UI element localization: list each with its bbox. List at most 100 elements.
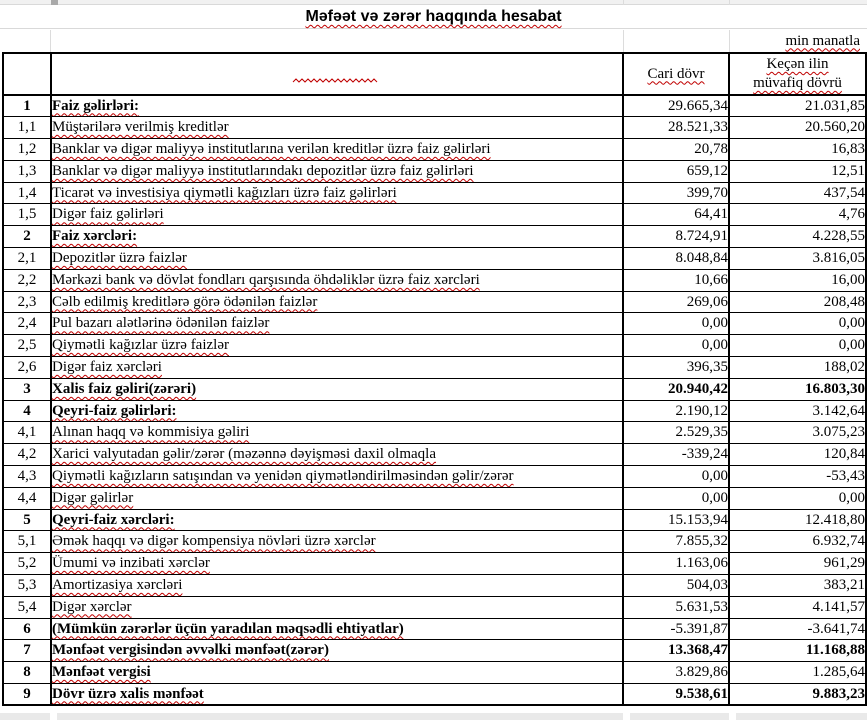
row-number-cell[interactable]: 9 [2, 683, 52, 706]
previous-value-cell[interactable]: -3.641,74 [728, 617, 867, 641]
previous-value-cell[interactable]: 437,54 [728, 181, 867, 205]
previous-value-cell[interactable]: 16.803,30 [728, 377, 867, 401]
previous-value-cell[interactable]: 21.031,85 [728, 94, 867, 118]
current-value-cell[interactable]: 0,00 [622, 334, 730, 358]
previous-value-cell[interactable]: 208,48 [728, 290, 867, 314]
indicator-cell[interactable]: Qeyri-faiz gəlirləri: [50, 399, 624, 423]
current-value-cell[interactable]: 10,66 [622, 268, 730, 292]
indicator-cell[interactable]: Qiymətli kağızların satışından və yenidə… [50, 465, 624, 488]
current-value-cell[interactable]: 269,06 [622, 290, 730, 314]
row-number-cell[interactable]: 5,4 [2, 595, 52, 619]
current-value-cell[interactable]: 2.529,35 [622, 421, 730, 445]
indicator-cell[interactable]: Əmək haqqı və digər kompensiya növləri ü… [50, 530, 624, 554]
indicator-cell[interactable]: Pul bazarı alətlərinə ödənilən faizlər [50, 312, 624, 336]
current-value-cell[interactable]: 396,35 [622, 356, 730, 379]
current-value-cell[interactable]: 29.665,34 [622, 94, 730, 118]
header-row-number-cell[interactable] [2, 52, 52, 96]
previous-value-cell[interactable]: 0,00 [728, 486, 867, 510]
indicator-cell[interactable]: Mənfəət vergisindən əvvəlki mənfəət(zərə… [50, 639, 624, 663]
indicator-cell[interactable]: Dövr üzrə xalis mənfəət [50, 683, 624, 706]
previous-value-cell[interactable]: 3.142,64 [728, 399, 867, 423]
header-current-period-cell[interactable]: Cari dövr [622, 52, 730, 96]
row-number-cell[interactable]: 5 [2, 508, 52, 532]
current-value-cell[interactable]: 659,12 [622, 159, 730, 183]
indicator-cell[interactable]: Cəlb edilmiş kreditlərə görə ödənilən fa… [50, 290, 624, 314]
indicator-cell[interactable]: Amortizasiya xərcləri [50, 574, 624, 597]
indicator-cell[interactable]: Qiymətli kağızlar üzrə faizlər [50, 334, 624, 358]
current-value-cell[interactable]: -5.391,87 [622, 617, 730, 641]
indicator-cell[interactable]: Digər xərclər [50, 595, 624, 619]
row-number-cell[interactable]: 4,3 [2, 465, 52, 488]
unit-note-cell[interactable]: min manatla [0, 30, 867, 52]
current-value-cell[interactable]: 1.163,06 [622, 552, 730, 576]
row-number-cell[interactable]: 4,2 [2, 443, 52, 467]
previous-value-cell[interactable]: 3.075,23 [728, 421, 867, 445]
indicator-cell[interactable]: Alınan haqq və kommisiya gəliri [50, 421, 624, 445]
row-number-cell[interactable]: 5,1 [2, 530, 52, 554]
indicator-cell[interactable]: (Mümkün zərərlər üçün yaradılan məqsədli… [50, 617, 624, 641]
row-number-cell[interactable]: 1 [2, 94, 52, 118]
row-number-cell[interactable]: 1,1 [2, 116, 52, 140]
header-indicator-cell[interactable] [50, 52, 624, 96]
current-value-cell[interactable]: 399,70 [622, 181, 730, 205]
row-number-cell[interactable]: 8 [2, 661, 52, 685]
previous-value-cell[interactable]: 4.228,55 [728, 225, 867, 249]
previous-value-cell[interactable]: 9.883,23 [728, 683, 867, 706]
previous-value-cell[interactable]: 20.560,20 [728, 116, 867, 140]
indicator-cell[interactable]: Faiz xərcləri: [50, 225, 624, 249]
previous-value-cell[interactable]: 16,83 [728, 138, 867, 161]
current-value-cell[interactable]: 28.521,33 [622, 116, 730, 140]
current-value-cell[interactable]: 9.538,61 [622, 683, 730, 706]
header-previous-period-cell[interactable]: Keçən ilin müvafiq dövrü [728, 52, 867, 96]
current-value-cell[interactable]: 0,00 [622, 465, 730, 488]
current-value-cell[interactable]: 64,41 [622, 203, 730, 227]
row-number-cell[interactable]: 1,5 [2, 203, 52, 227]
previous-value-cell[interactable]: 3.816,05 [728, 247, 867, 270]
indicator-cell[interactable]: Banklar və digər maliyyə institutlarında… [50, 159, 624, 183]
current-value-cell[interactable]: 15.153,94 [622, 508, 730, 532]
current-value-cell[interactable]: 2.190,12 [622, 399, 730, 423]
previous-value-cell[interactable]: -53,43 [728, 465, 867, 488]
indicator-cell[interactable]: Müştərilərə verilmiş kreditlər [50, 116, 624, 140]
previous-value-cell[interactable]: 961,29 [728, 552, 867, 576]
indicator-cell[interactable]: Banklar və digər maliyyə institutlarına … [50, 138, 624, 161]
indicator-cell[interactable]: Faiz gəlirləri: [50, 94, 624, 118]
indicator-cell[interactable]: Xalis faiz gəliri(zərəri) [50, 377, 624, 401]
current-value-cell[interactable]: 5.631,53 [622, 595, 730, 619]
previous-value-cell[interactable]: 4.141,57 [728, 595, 867, 619]
row-number-cell[interactable]: 5,2 [2, 552, 52, 576]
indicator-cell[interactable]: Ümumi və inzibati xərclər [50, 552, 624, 576]
row-number-cell[interactable]: 2,1 [2, 247, 52, 270]
current-value-cell[interactable]: 20.940,42 [622, 377, 730, 401]
previous-value-cell[interactable]: 12,51 [728, 159, 867, 183]
row-number-cell[interactable]: 6 [2, 617, 52, 641]
indicator-cell[interactable]: Mərkəzi bank və dövlət fondları qarşısın… [50, 268, 624, 292]
previous-value-cell[interactable]: 11.168,88 [728, 639, 867, 663]
indicator-cell[interactable]: Digər gəlirlər [50, 486, 624, 510]
current-value-cell[interactable]: -339,24 [622, 443, 730, 467]
current-value-cell[interactable]: 0,00 [622, 312, 730, 336]
indicator-cell[interactable]: Digər faiz gəlirləri [50, 203, 624, 227]
previous-value-cell[interactable]: 0,00 [728, 312, 867, 336]
current-value-cell[interactable]: 13.368,47 [622, 639, 730, 663]
row-number-cell[interactable]: 2,4 [2, 312, 52, 336]
indicator-cell[interactable]: Depozitlər üzrə faizlər [50, 247, 624, 270]
row-number-cell[interactable]: 2,2 [2, 268, 52, 292]
row-number-cell[interactable]: 4,1 [2, 421, 52, 445]
previous-value-cell[interactable]: 12.418,80 [728, 508, 867, 532]
previous-value-cell[interactable]: 188,02 [728, 356, 867, 379]
row-number-cell[interactable]: 7 [2, 639, 52, 663]
current-value-cell[interactable]: 504,03 [622, 574, 730, 597]
indicator-cell[interactable]: Digər faiz xərcləri [50, 356, 624, 379]
previous-value-cell[interactable]: 0,00 [728, 334, 867, 358]
indicator-cell[interactable]: Mənfəət vergisi [50, 661, 624, 685]
current-value-cell[interactable]: 0,00 [622, 486, 730, 510]
row-number-cell[interactable]: 1,2 [2, 138, 52, 161]
indicator-cell[interactable]: Qeyri-faiz xərcləri: [50, 508, 624, 532]
row-number-cell[interactable]: 1,3 [2, 159, 52, 183]
previous-value-cell[interactable]: 1.285,64 [728, 661, 867, 685]
previous-value-cell[interactable]: 4,76 [728, 203, 867, 227]
previous-value-cell[interactable]: 383,21 [728, 574, 867, 597]
row-number-cell[interactable]: 2,3 [2, 290, 52, 314]
row-number-cell[interactable]: 2,6 [2, 356, 52, 379]
